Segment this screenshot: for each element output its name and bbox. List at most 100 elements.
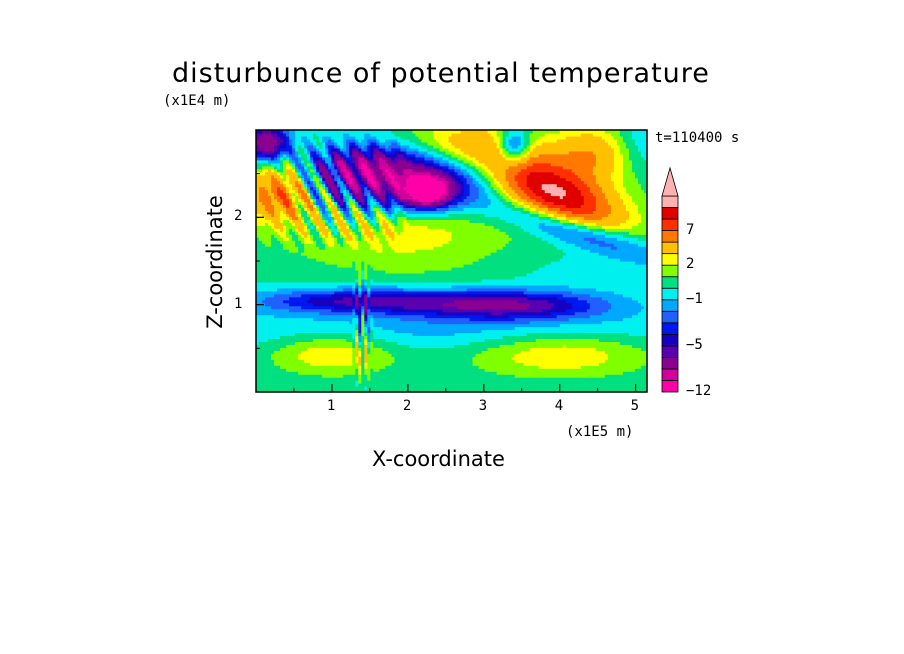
contour-cell [628,362,633,366]
contour-cell [409,326,413,331]
contour-cell [373,338,377,342]
contour-cell [613,323,618,328]
contour-cell [610,365,615,369]
contour-cell [529,383,534,387]
contour-cell [523,371,528,375]
contour-cell [298,332,302,337]
contour-cell [541,329,546,334]
contour-cell [520,329,525,334]
contour-cell [613,359,618,363]
contour-cell [634,362,639,366]
contour-cell [586,323,591,328]
contour-cell [505,389,510,392]
contour-cell [352,353,356,357]
contour-cell [454,389,459,392]
contour-cell [283,347,287,351]
contour-cell [400,323,404,328]
contour-cell [592,329,597,334]
contour-cell [295,329,299,334]
contour-cell [520,326,525,331]
contour-cell [562,326,567,331]
contour-cell [325,380,329,384]
contour-cell [520,386,525,390]
contour-cell [523,317,528,322]
contour-cell [394,371,398,375]
contour-cell [445,365,450,369]
contour-cell [385,335,389,340]
contour-cell [559,338,564,342]
contour-cell [571,320,576,325]
contour-cell [523,329,528,334]
contour-cell [325,320,329,325]
contour-cell [337,386,341,390]
contour-cell [376,350,380,354]
contour-cell [502,323,507,328]
contour-cell [433,371,438,375]
contour-cell [619,389,624,392]
contour-cell [379,362,383,366]
contour-cell [625,347,630,351]
contour-cell [343,386,347,390]
contour-cell [430,326,435,331]
contour-cell [556,320,561,325]
contour-cell [487,317,492,322]
contour-cell [613,386,618,390]
contour-cell [463,365,468,369]
contour-cell [550,386,555,390]
contour-cell [604,356,609,360]
contour-cell [538,347,543,351]
contour-cell [595,350,600,354]
contour-cell [376,320,380,325]
contour-cell [379,389,383,392]
contour-cell [418,317,423,322]
contour-cell [307,350,311,354]
contour-cell [346,323,350,328]
contour-cell [421,380,426,384]
contour-cell [463,347,468,351]
contour-cell [364,353,368,357]
contour-cell [451,344,456,348]
contour-cell [577,383,582,387]
contour-cell [409,389,413,392]
contour-cell [496,332,501,337]
contour-cell [403,356,407,360]
contour-cell [616,377,621,381]
contour-cell [271,332,275,337]
contour-cell [262,332,266,337]
contour-cell [406,323,410,328]
contour-cell [391,329,395,334]
contour-cell [364,314,368,319]
contour-cell [400,341,404,345]
contour-cell [550,371,555,375]
contour-cell [262,350,266,354]
contour-cell [331,389,335,392]
contour-cell [280,356,284,360]
contour-cell [592,371,597,375]
contour-cell [631,371,636,375]
contour-cell [346,368,350,372]
contour-cell [412,347,417,351]
contour-cell [511,386,516,390]
contour-cell [319,359,323,363]
contour-cell [517,326,522,331]
contour-cell [274,380,278,384]
contour-cell [307,335,311,340]
contour-cell [370,323,374,328]
contour-cell [403,335,407,340]
contour-cell [490,386,495,390]
contour-cell [415,374,420,378]
contour-cell [451,359,456,363]
contour-cell [346,317,350,322]
contour-cell [394,344,398,348]
contour-cell [265,353,269,357]
contour-cell [547,326,552,331]
contour-cell [523,332,528,337]
contour-cell [502,335,507,340]
contour-cell [391,317,395,322]
contour-cell [541,359,546,363]
contour-cell [322,353,326,357]
contour-cell [520,380,525,384]
contour-cell [271,356,275,360]
contour-cell [490,371,495,375]
contour-cell [394,329,398,334]
